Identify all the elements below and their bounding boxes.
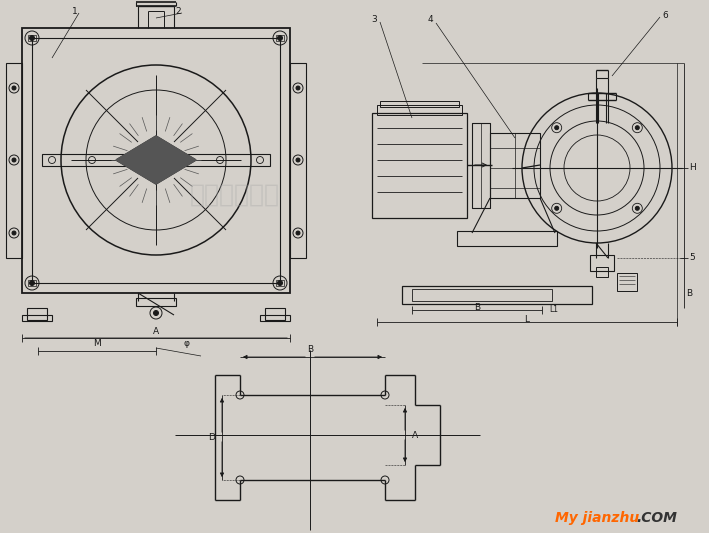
Circle shape <box>12 158 16 162</box>
Bar <box>596 267 608 277</box>
Bar <box>22 315 52 321</box>
Text: A: A <box>412 431 418 440</box>
Bar <box>32 38 280 283</box>
Text: 6: 6 <box>662 11 668 20</box>
Text: D: D <box>208 432 216 441</box>
Text: My jianzhu: My jianzhu <box>555 511 644 525</box>
Bar <box>590 255 614 271</box>
Circle shape <box>296 158 300 162</box>
Circle shape <box>277 280 282 286</box>
Bar <box>290 63 306 258</box>
Bar <box>472 123 490 208</box>
Circle shape <box>277 36 282 41</box>
Bar <box>490 133 540 198</box>
Text: B: B <box>474 303 480 312</box>
Bar <box>28 35 36 41</box>
Text: A: A <box>153 327 159 335</box>
Bar <box>276 280 284 286</box>
Circle shape <box>554 126 559 130</box>
Text: φ: φ <box>183 340 189 349</box>
Text: 2: 2 <box>175 7 181 17</box>
Circle shape <box>554 206 559 211</box>
Bar <box>276 35 284 41</box>
Text: .COM: .COM <box>636 511 677 525</box>
Circle shape <box>635 126 640 130</box>
Circle shape <box>30 280 35 286</box>
Bar <box>402 286 592 304</box>
Bar <box>136 298 176 306</box>
Bar <box>372 113 467 218</box>
Circle shape <box>635 206 640 211</box>
Text: H: H <box>688 164 696 173</box>
Text: 3: 3 <box>371 15 377 25</box>
Bar <box>22 28 290 293</box>
Text: 永嘉龙洋泵阀: 永嘉龙洋泵阀 <box>190 183 280 207</box>
Bar <box>260 315 290 321</box>
Bar <box>42 154 270 166</box>
Circle shape <box>12 231 16 235</box>
Circle shape <box>296 86 300 90</box>
Text: B: B <box>686 289 692 298</box>
Text: B: B <box>307 344 313 353</box>
Circle shape <box>30 36 35 41</box>
Bar <box>380 101 459 107</box>
Bar <box>6 63 22 258</box>
Circle shape <box>154 311 159 316</box>
Bar <box>377 105 462 115</box>
Text: L1: L1 <box>549 305 559 314</box>
Text: M: M <box>93 340 101 349</box>
Bar <box>27 308 47 320</box>
Circle shape <box>296 231 300 235</box>
Bar <box>457 231 557 246</box>
Polygon shape <box>116 136 196 184</box>
Circle shape <box>12 86 16 90</box>
Text: 1: 1 <box>72 7 78 17</box>
Text: 5: 5 <box>689 254 695 262</box>
Text: L: L <box>525 316 530 325</box>
Bar <box>617 273 637 291</box>
Bar <box>28 280 36 286</box>
Bar <box>265 308 285 320</box>
Bar <box>412 289 552 301</box>
Circle shape <box>149 153 163 167</box>
Text: 4: 4 <box>428 15 432 25</box>
